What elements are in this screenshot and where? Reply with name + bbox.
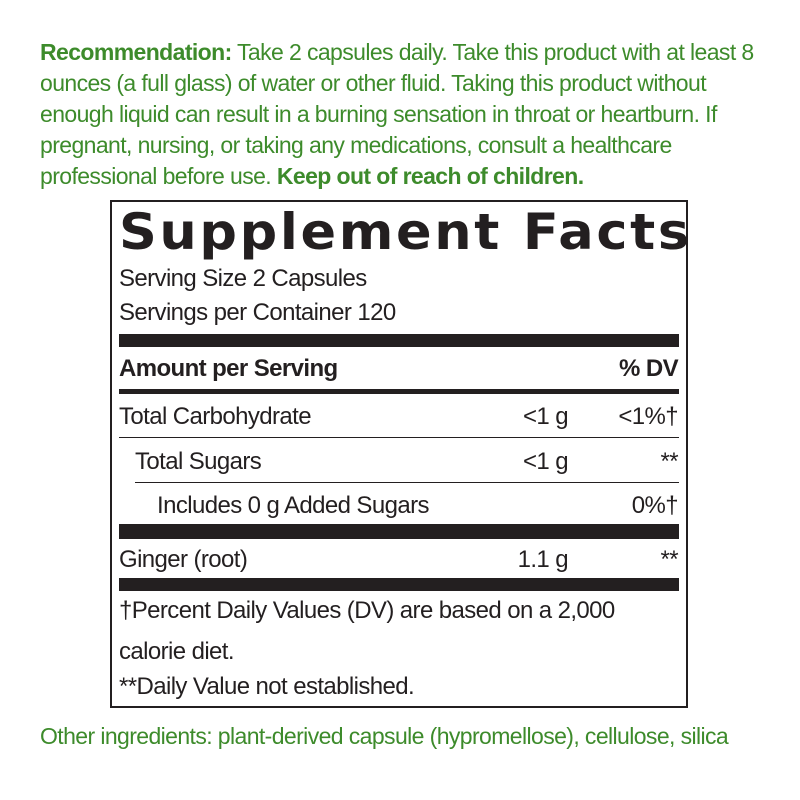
row-name: Total Carbohydrate — [119, 403, 312, 430]
row-amount: 1.1 g — [517, 546, 569, 573]
header-dv: % DV — [619, 355, 679, 382]
row-dv: ** — [660, 448, 679, 475]
supplement-facts-panel: Supplement Facts Serving Size 2 Capsules… — [110, 200, 689, 708]
footnote-not-established: **Daily Value not established. — [119, 673, 415, 700]
thick-divider — [119, 524, 679, 539]
other-ingredients: Other ingredients: plant-derived capsule… — [40, 723, 729, 749]
panel-title: Supplement Facts — [119, 203, 692, 261]
thick-divider — [119, 578, 679, 591]
child-warning: Keep out of reach of children. — [276, 163, 584, 189]
thin-divider — [119, 437, 679, 438]
row-name: Total Sugars — [135, 448, 262, 475]
row-amount: <1 g — [523, 448, 569, 475]
row-dv: 0%† — [631, 492, 679, 519]
thick-divider — [119, 334, 679, 347]
row-name: Includes 0 g Added Sugars — [157, 492, 429, 519]
serving-size: Serving Size 2 Capsules — [119, 265, 367, 292]
footnote-dv: †Percent Daily Values (DV) are based on … — [119, 597, 615, 624]
header-amount: Amount per Serving — [119, 355, 338, 382]
row-dv: ** — [660, 546, 679, 573]
row-name: Ginger (root) — [119, 546, 248, 573]
row-amount: <1 g — [523, 403, 569, 430]
recommendation-text: Recommendation: Take 2 capsules daily. T… — [40, 37, 780, 192]
medium-divider — [119, 389, 679, 394]
row-dv: <1%† — [618, 403, 678, 430]
footnote-dv-cont: calorie diet. — [119, 638, 235, 665]
servings-per-container: Servings per Container 120 — [119, 299, 396, 326]
thin-divider — [135, 482, 679, 483]
recommendation-label: Recommendation: — [40, 39, 232, 65]
recommendation-body: Take 2 capsules daily. Take this product… — [40, 39, 754, 189]
